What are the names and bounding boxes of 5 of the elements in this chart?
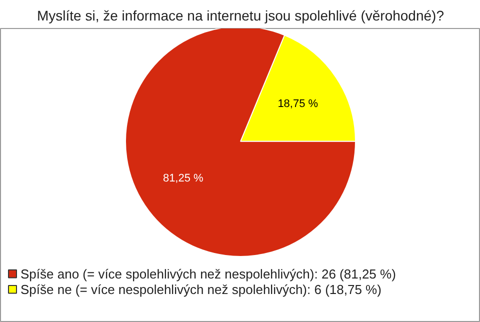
data-label: 18,75 %	[278, 98, 318, 110]
legend-label: Spíše ne (= více nespolehlivých než spolehlivých): 6 (18,75 %)	[20, 282, 382, 297]
chart-title: Myslíte si, že informace na internetu jsou spolehlivé (věrohodné)?	[37, 8, 444, 24]
data-label: 81,25 %	[162, 172, 204, 185]
legend-label: Spíše ano (= více spolehlivých než nespolehlivých): 26 (81,25 %)	[20, 266, 396, 282]
